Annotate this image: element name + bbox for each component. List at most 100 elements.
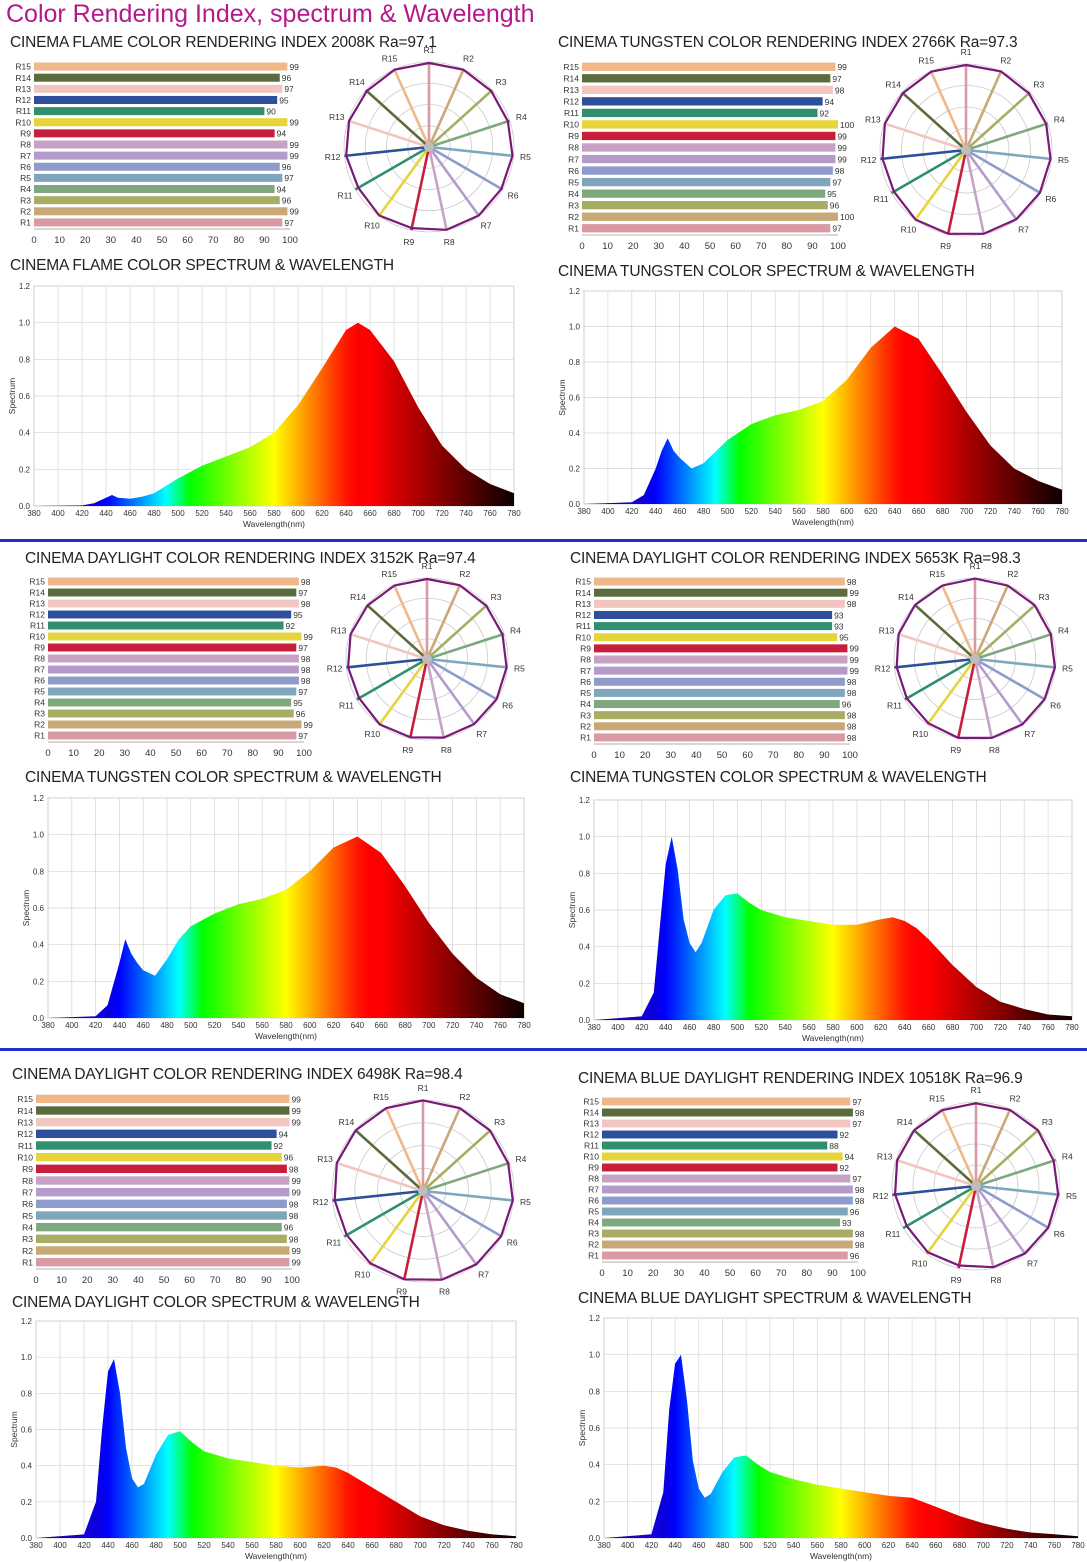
x-tick-label: 680 [953, 1541, 967, 1550]
y-tick-label: R7 [568, 154, 579, 164]
polar-axis-label: R13 [331, 625, 347, 635]
x-axis-label: Wavelength(nm) [255, 1031, 317, 1041]
spectrum-chart-title: CINEMA DAYLIGHT COLOR SPECTRUM & WAVELEN… [12, 1294, 420, 1311]
cri-bar-r6 [582, 166, 833, 175]
y-tick-label: 0.6 [579, 906, 591, 915]
x-tick-label: 60 [750, 1268, 761, 1279]
y-tick-label: R15 [575, 577, 591, 587]
x-tick-label: 600 [293, 1541, 307, 1550]
cri-polar-series [893, 1102, 1060, 1269]
polar-spoke-r11 [902, 1184, 977, 1230]
polar-spoke-r9 [946, 149, 968, 235]
x-tick-label: 540 [787, 1541, 801, 1550]
polar-axis-label: R12 [325, 152, 341, 162]
y-tick-label: R6 [34, 676, 45, 686]
data-label: 99 [849, 644, 859, 654]
y-tick-label: R1 [22, 1257, 33, 1267]
x-tick-label: 70 [776, 1268, 787, 1279]
x-tick-label: 10 [622, 1268, 633, 1279]
x-axis-label: Wavelength(nm) [802, 1033, 864, 1043]
data-label: 92 [840, 1163, 850, 1173]
x-tick-label: 700 [413, 1541, 427, 1550]
y-tick-label: R13 [575, 599, 591, 609]
x-tick-label: 70 [210, 1275, 221, 1286]
polar-axis-label: R6 [507, 1238, 518, 1248]
x-tick-label: 20 [80, 235, 91, 246]
spectrum-chart-title: CINEMA BLUE DAYLIGHT SPECTRUM & WAVELENG… [578, 1290, 972, 1307]
x-tick-label: 400 [611, 1023, 625, 1032]
polar-spoke-r5 [974, 657, 1056, 669]
x-tick-label: 540 [221, 1541, 235, 1550]
y-tick-label: R14 [17, 1106, 33, 1116]
cri-bar-r12 [582, 97, 823, 106]
x-tick-label: 580 [816, 507, 830, 516]
data-label: 92 [274, 1141, 284, 1151]
polar-axis-label: R11 [339, 701, 354, 711]
polar-spoke-r8 [425, 658, 446, 739]
polar-spoke-r8 [973, 658, 994, 739]
x-tick-label: 720 [994, 1023, 1008, 1032]
x-tick-label: 480 [160, 1021, 174, 1030]
polar-spoke-r14 [365, 603, 428, 660]
x-tick-label: 460 [125, 1541, 139, 1550]
data-label: 97 [832, 74, 842, 84]
x-tick-label: 620 [317, 1541, 331, 1550]
polar-axis-label: R1 [422, 561, 433, 571]
polar-axis-label: R7 [1018, 224, 1029, 234]
polar-spoke-r4 [965, 122, 1049, 152]
polar-spoke-r2 [427, 68, 465, 148]
polar-axis-label: R6 [1045, 194, 1056, 204]
polar-spoke-r5 [426, 657, 508, 669]
x-tick-label: 700 [960, 507, 974, 516]
data-label: 95 [279, 95, 289, 105]
y-tick-label: R5 [34, 687, 45, 697]
y-tick-label: R11 [576, 621, 591, 631]
y-axis-label: Spectrum [21, 890, 31, 926]
x-tick-label: 520 [763, 1541, 777, 1550]
polar-axis-label: R1 [970, 561, 981, 571]
y-tick-label: 1.2 [19, 282, 31, 291]
x-tick-label: 560 [245, 1541, 259, 1550]
polar-axis-label: R13 [879, 625, 895, 635]
x-tick-label: 600 [303, 1021, 317, 1030]
y-tick-label: R10 [563, 120, 579, 130]
x-tick-label: 20 [94, 748, 105, 759]
polar-axis-label: R11 [338, 191, 353, 201]
polar-spoke-r13 [883, 122, 967, 152]
spectrum-chart-3: 380 400 420 440 460 480 500 520 540 560 580 600 620 6… [21, 794, 531, 1041]
x-tick-label: 60 [182, 235, 193, 246]
y-tick-label: R1 [588, 1251, 599, 1261]
y-tick-label: R14 [575, 588, 591, 598]
data-label: 99 [291, 1106, 301, 1116]
cri-bar-r7 [602, 1185, 853, 1194]
x-tick-label: 50 [159, 1275, 170, 1286]
y-tick-label: 0.6 [21, 1426, 33, 1435]
y-tick-label: R12 [15, 95, 31, 105]
x-tick-label: 600 [840, 507, 854, 516]
data-label: 93 [834, 610, 844, 620]
polar-axis-label: R9 [403, 237, 414, 247]
cri-bar-r7 [582, 154, 836, 164]
polar-spoke-r2 [421, 1107, 462, 1192]
polar-axis-label: R6 [508, 191, 519, 201]
polar-spoke-r7 [964, 149, 1018, 221]
y-tick-label: 0.0 [569, 500, 581, 509]
polar-axis-label: R14 [885, 79, 901, 89]
y-tick-label: 0.2 [33, 977, 45, 986]
y-tick-label: R13 [29, 599, 45, 609]
y-tick-label: R9 [34, 643, 45, 653]
cri-bar-r15 [48, 577, 299, 586]
cri-bar-r11 [602, 1141, 828, 1150]
polar-spoke-r4 [975, 1158, 1057, 1188]
y-tick-label: R3 [568, 200, 579, 210]
x-tick-label: 560 [256, 1021, 270, 1030]
y-tick-label: 1.2 [21, 1317, 33, 1326]
y-tick-label: R6 [588, 1196, 599, 1206]
data-label: 99 [291, 1188, 301, 1198]
polar-spoke-r3 [975, 1128, 1040, 1187]
x-tick-label: 720 [984, 507, 998, 516]
polar-center [424, 142, 434, 152]
y-tick-label: 0.4 [569, 429, 581, 438]
y-tick-label: R15 [583, 1097, 599, 1107]
y-tick-label: 0.0 [579, 1016, 591, 1025]
